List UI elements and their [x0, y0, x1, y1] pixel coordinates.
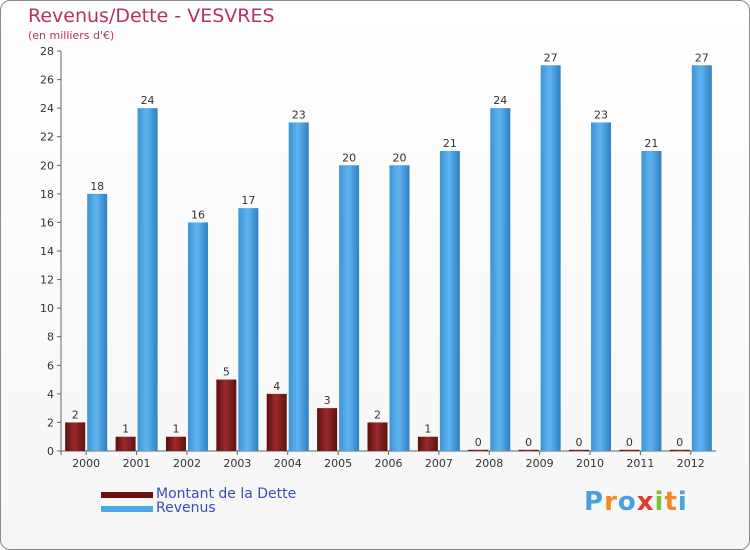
y-tick-label: 26: [40, 74, 54, 87]
data-label-dette: 1: [172, 423, 179, 436]
bar-dette: [669, 449, 690, 451]
logo-letter: P: [584, 487, 605, 517]
y-tick-label: 20: [40, 159, 54, 172]
x-tick-label: 2000: [72, 457, 100, 470]
bar-dette: [165, 436, 186, 451]
bar-dette: [115, 436, 136, 451]
data-label-dette: 0: [576, 436, 583, 449]
data-label-revenus: 27: [544, 51, 558, 64]
x-tick-label: 2005: [324, 457, 352, 470]
x-tick-label: 2006: [375, 457, 403, 470]
y-tick-label: 16: [40, 216, 54, 229]
y-tick-label: 22: [40, 131, 54, 144]
chart-bars: 2 18 1 24 1 16 5 17 4 23 3 20 2 20 1 21 0 24 0 27 0 23 0 21 0 27: [65, 51, 712, 452]
bar-revenus: [490, 108, 511, 452]
bar-dette: [65, 422, 86, 451]
logo-letter: o: [617, 487, 637, 517]
y-tick-label: 2: [47, 416, 54, 429]
y-tick-label: 4: [47, 388, 54, 401]
y-tick-label: 6: [47, 359, 54, 372]
logo-letter: r: [604, 487, 618, 517]
bar-revenus: [339, 165, 360, 452]
bar-revenus: [87, 193, 108, 451]
legend-swatch-dette: [101, 492, 153, 498]
data-label-revenus: 23: [594, 108, 608, 121]
bar-revenus: [540, 65, 561, 452]
bar-revenus: [439, 151, 460, 451]
y-tick-label: 14: [40, 245, 54, 258]
legend-label-revenus: Revenus: [156, 500, 216, 516]
bar-dette: [216, 379, 237, 451]
bar-dette: [266, 393, 287, 451]
data-label-revenus: 23: [292, 108, 306, 121]
y-tick-label: 28: [40, 45, 54, 58]
bar-revenus: [641, 151, 662, 451]
x-tick-label: 2008: [475, 457, 503, 470]
chart-title: Revenus/Dette - VESVRES: [28, 5, 275, 27]
x-tick-label: 2011: [626, 457, 654, 470]
data-label-dette: 4: [273, 380, 280, 393]
data-label-dette: 0: [676, 436, 683, 449]
logo-letter: x: [636, 487, 655, 517]
y-tick-label: 8: [47, 331, 54, 344]
data-label-dette: 2: [374, 408, 381, 421]
x-tick-label: 2012: [677, 457, 705, 470]
bar-dette: [317, 408, 338, 451]
data-label-dette: 0: [626, 436, 633, 449]
y-tick-label: 0: [47, 445, 54, 458]
bar-revenus: [389, 165, 410, 452]
data-label-revenus: 17: [241, 194, 255, 207]
data-label-dette: 3: [324, 394, 331, 407]
data-label-revenus: 21: [443, 137, 457, 150]
data-label-revenus: 18: [90, 180, 104, 193]
x-tick-label: 2010: [576, 457, 604, 470]
bar-revenus: [288, 122, 309, 451]
data-label-dette: 1: [122, 423, 129, 436]
x-tick-label: 2004: [274, 457, 302, 470]
bar-dette: [417, 436, 438, 451]
y-tick-label: 12: [40, 274, 54, 287]
bar-dette: [468, 449, 489, 451]
x-tick-label: 2007: [425, 457, 453, 470]
bar-dette: [518, 449, 539, 451]
bar-revenus: [591, 122, 612, 451]
bar-revenus: [691, 65, 712, 452]
logo-letter: i: [677, 487, 688, 517]
data-label-dette: 2: [72, 408, 79, 421]
x-tick-label: 2002: [173, 457, 201, 470]
data-label-revenus: 20: [342, 151, 356, 164]
data-label-revenus: 20: [393, 151, 407, 164]
data-label-dette: 0: [525, 436, 532, 449]
data-label-dette: 5: [223, 366, 230, 379]
logo-letter: i: [654, 487, 665, 517]
bar-dette: [569, 449, 590, 451]
y-tick-label: 24: [40, 102, 54, 115]
x-tick-label: 2009: [526, 457, 554, 470]
data-label-revenus: 27: [695, 51, 709, 64]
bar-dette: [367, 422, 388, 451]
bar-revenus: [238, 208, 259, 451]
data-label-dette: 0: [475, 436, 482, 449]
data-label-revenus: 21: [644, 137, 658, 150]
data-label-revenus: 24: [141, 94, 155, 107]
chart-subtitle: (en milliers d'€): [28, 29, 115, 42]
data-label-revenus: 24: [493, 94, 507, 107]
legend-label-dette: Montant de la Dette: [156, 486, 297, 502]
y-tick-label: 18: [40, 188, 54, 201]
logo-letter: t: [664, 487, 678, 517]
x-tick-label: 2003: [223, 457, 251, 470]
data-label-revenus: 16: [191, 208, 205, 221]
proxiti-logo: Proxiti: [584, 487, 688, 517]
legend-swatch-revenus: [101, 506, 153, 512]
data-label-dette: 1: [424, 423, 431, 436]
bar-revenus: [137, 108, 158, 452]
bar-revenus: [187, 222, 208, 451]
bar-dette: [619, 449, 640, 451]
x-tick-label: 2001: [123, 457, 151, 470]
y-tick-label: 10: [40, 302, 54, 315]
